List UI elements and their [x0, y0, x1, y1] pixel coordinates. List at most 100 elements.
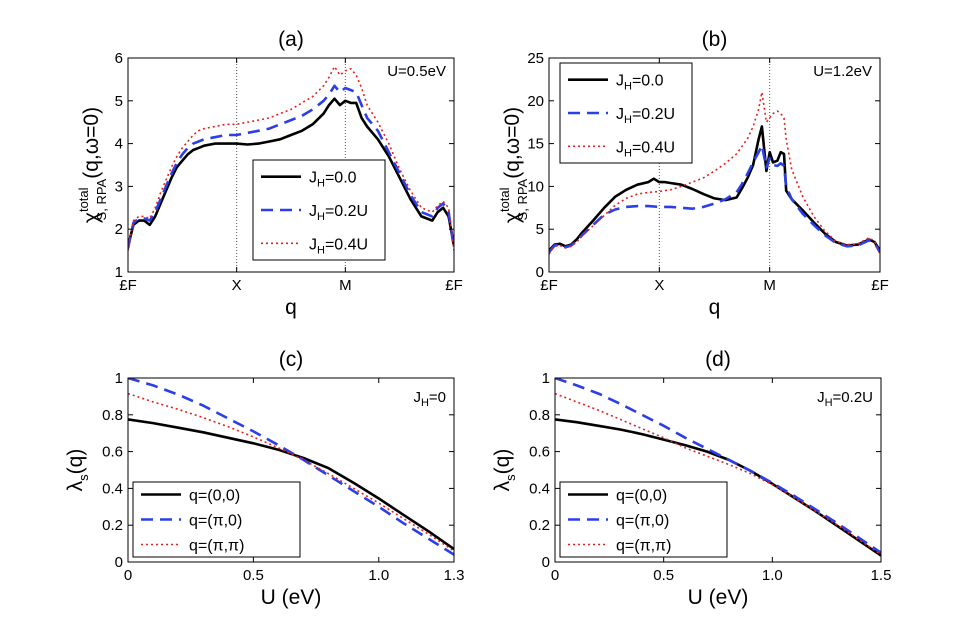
panel-c: 0 0.5 1.0 1.3 0 0.2 0.4 0.6 0.8 1 (c) U (eV) λs(q) JH…: [64, 348, 464, 609]
series-c-2: [128, 392, 454, 552]
ytick-label-d-4: 0.8: [529, 407, 550, 424]
xtick-label-a-3: £F: [445, 277, 463, 294]
ytick-label-c-5: 1: [115, 370, 123, 387]
y-label-sub-c: s: [76, 474, 91, 481]
panel-title-a: (a): [278, 28, 304, 51]
ytick-label-c-1: 0.2: [102, 517, 123, 534]
legend-label-d-0: q=(0,0): [616, 488, 667, 505]
legend-label-b-0: JH=0.0: [616, 73, 664, 93]
ytick-label-b-0: 0: [536, 264, 544, 281]
xtick-label-d-0: 0: [551, 567, 559, 584]
legend-tail-a-1: =0.2U: [325, 203, 368, 220]
legend-label-b-2: JH=0.4U: [616, 139, 675, 159]
ytick-label-b-5: 25: [527, 50, 544, 67]
series-b-1: [549, 144, 880, 254]
ytick-label-d-3: 0.6: [529, 444, 550, 461]
xtick-label-b-3: £F: [871, 277, 889, 294]
annotation-main-d: J: [817, 389, 825, 406]
xtick-label-a-1: X: [232, 277, 242, 294]
ytick-label-b-2: 10: [527, 178, 544, 195]
legend-label-c-2: q=(π,π): [189, 538, 244, 555]
series-b-0: [549, 125, 880, 252]
annotation-a: U=0.5eV: [387, 63, 446, 80]
legend-label-a-1: JH=0.2U: [309, 203, 368, 223]
ytick-label-c-2: 0.4: [102, 480, 123, 497]
ytick-label-d-1: 0.2: [529, 517, 550, 534]
ytick-label-c-0: 0: [115, 554, 123, 571]
panel-title-b: (b): [702, 28, 728, 51]
ytick-label-d-2: 0.4: [529, 480, 550, 497]
xtick-label-c-0: 0: [124, 567, 132, 584]
xtick-label-c-2: 1.0: [368, 567, 389, 584]
y-label-tail-c: (q): [64, 449, 87, 475]
legend-name-b-0: J: [616, 73, 624, 90]
legend-label-b-1: JH=0.2U: [616, 106, 675, 126]
ytick-label-a-5: 6: [115, 50, 123, 67]
y-label-sub-a: S, RPA: [94, 178, 109, 220]
legend-tail-b-0: =0.0: [632, 73, 664, 90]
ytick-label-d-5: 1: [542, 370, 550, 387]
y-axis-label-a: χtotal S, RPA(q,ω=0): [76, 107, 109, 223]
ytick-label-b-1: 5: [536, 221, 544, 238]
legend-sub-b-2: H: [624, 147, 632, 159]
ytick-label-a-0: 1: [115, 264, 123, 281]
xtick-label-b-2: M: [763, 277, 776, 294]
xtick-label-b-0: £F: [540, 277, 558, 294]
xtick-label-c-3: 1.3: [444, 567, 465, 584]
axes-frame-c: [127, 377, 455, 563]
y-label-sup-b: total: [497, 187, 512, 212]
x-axis-label-d: U (eV): [688, 586, 749, 609]
y-axis-label-b: χtotal S, RPA(q,ω=0): [497, 107, 530, 223]
annotation-c: JH=0: [413, 389, 446, 409]
axes-frame-a: [127, 57, 455, 273]
ytick-label-c-3: 0.6: [102, 444, 123, 461]
ytick-label-a-2: 3: [115, 178, 123, 195]
y-label-sup-a: total: [76, 187, 91, 212]
ytick-label-a-1: 2: [115, 221, 123, 238]
annotation-d: JH=0.2U: [817, 389, 873, 409]
annotation-sub-c: H: [421, 397, 429, 409]
xtick-label-d-3: 1.5: [871, 567, 892, 584]
legend-name-b-2: J: [616, 139, 624, 156]
series-a-0: [128, 97, 454, 247]
y-axis-label-d: λs(q): [491, 449, 518, 492]
xtick-label-d-2: 1.0: [762, 567, 783, 584]
y-label-main-c: λ: [64, 480, 87, 491]
legend-name-a-0: J: [309, 170, 317, 187]
xtick-label-a-0: £F: [119, 277, 137, 294]
legend-label-d-1: q=(π,0): [616, 513, 669, 530]
y-label-tail-d: (q): [491, 449, 514, 475]
legend-sub-a-1: H: [317, 211, 325, 223]
legend-tail-b-2: =0.4U: [632, 139, 675, 156]
xtick-label-c-1: 0.5: [243, 567, 264, 584]
legend-tail-a-2: =0.4U: [325, 236, 368, 253]
legend-sub-b-1: H: [624, 114, 632, 126]
series-d-2: [555, 392, 881, 556]
legend-sub-a-2: H: [317, 244, 325, 256]
legend-name-b-1: J: [616, 106, 624, 123]
axes-frame-b: [548, 57, 881, 273]
xtick-label-a-2: M: [339, 277, 352, 294]
legend-sub-a-0: H: [317, 178, 325, 190]
series-c-1: [128, 378, 454, 556]
x-axis-label-b: q: [709, 296, 721, 319]
y-label-main-d: λ: [491, 480, 514, 491]
series-d-1: [555, 378, 881, 554]
legend-name-a-2: J: [309, 236, 317, 253]
legend-label-c-0: q=(0,0): [189, 488, 240, 505]
panel-title-c: (c): [279, 348, 304, 371]
y-label-main-a: χ: [80, 212, 103, 223]
y-label-tail-a: (q,ω=0): [80, 107, 103, 179]
ytick-label-b-4: 20: [527, 93, 544, 110]
y-axis-label-c: λs(q): [64, 449, 91, 492]
y-label-tail-b: (q,ω=0): [501, 107, 524, 179]
ytick-label-b-3: 15: [527, 136, 544, 153]
annotation-b: U=1.2eV: [813, 63, 872, 80]
ytick-label-a-4: 5: [115, 93, 123, 110]
axes-frame-d: [554, 377, 882, 563]
legend-label-a-2: JH=0.4U: [309, 236, 368, 256]
legend-label-d-2: q=(π,π): [616, 538, 671, 555]
legend-tail-b-1: =0.2U: [632, 106, 675, 123]
